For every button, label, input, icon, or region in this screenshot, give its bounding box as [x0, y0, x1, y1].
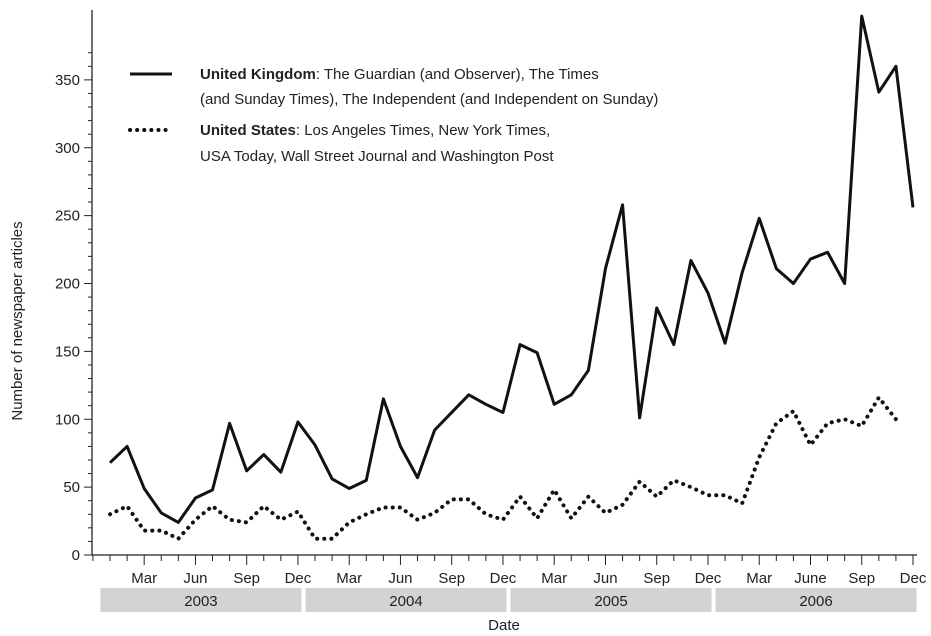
x-tick-label: Jun [388, 570, 412, 587]
year-bands: 2003 2004 2005 2006 [100, 588, 917, 612]
x-tick-label: Sep [643, 570, 670, 587]
x-tick-label: Sep [848, 570, 875, 587]
x-tick-label: Mar [336, 570, 362, 587]
x-axis-title: Date [488, 617, 520, 634]
x-tick-label: Dec [285, 570, 312, 587]
x-axis: Mar Jun Sep Dec Mar Jun Sep Dec Mar Jun Sep Dec Mar J… [92, 554, 927, 587]
x-tick-label: Jun [593, 570, 617, 587]
y-tick-label: 200 [55, 276, 80, 293]
series-lines [108, 14, 915, 541]
y-tick-label: 100 [55, 411, 80, 428]
year-band [100, 588, 302, 612]
x-tick-label: Sep [438, 570, 465, 587]
year-band [305, 588, 507, 612]
y-tick-label: 350 [55, 72, 80, 89]
year-band [715, 588, 917, 612]
y-tick-label: 150 [55, 343, 80, 360]
legend-entry: United States: Los Angeles Times, New Yo… [200, 122, 550, 139]
legend-entry-line2: (and Sunday Times), The Independent (and… [200, 91, 658, 108]
y-axis: 0 50 100 150 200 250 300 350 [55, 10, 93, 564]
legend: United Kingdom: The Guardian (and Observ… [128, 66, 658, 165]
x-tick-label: Sep [233, 570, 260, 587]
y-tick-label: 300 [55, 140, 80, 157]
x-tick-label: Mar [541, 570, 567, 587]
x-tick-label: Dec [490, 570, 517, 587]
year-label: 2003 [184, 593, 217, 610]
x-tick-label: June [794, 570, 827, 587]
legend-series-sources: : Los Angeles Times, New York Times, [296, 122, 550, 139]
year-band [510, 588, 712, 612]
us-series-line [108, 395, 898, 541]
year-label: 2004 [389, 593, 422, 610]
legend-series-sources: : The Guardian (and Observer), The Times [316, 66, 599, 83]
legend-series-name: United Kingdom [200, 66, 316, 83]
x-tick-label: Mar [131, 570, 157, 587]
x-tick-label: Dec [900, 570, 927, 587]
y-tick-label: 50 [63, 479, 80, 496]
y-tick-label: 0 [72, 547, 80, 564]
y-axis-title: Number of newspaper articles [9, 221, 26, 420]
legend-series-name: United States [200, 122, 296, 139]
x-tick-label: Mar [746, 570, 772, 587]
year-label: 2006 [799, 593, 832, 610]
year-label: 2005 [594, 593, 627, 610]
uk-series-line [108, 14, 915, 524]
legend-entry-line2: USA Today, Wall Street Journal and Washi… [200, 148, 554, 165]
x-tick-label: Jun [183, 570, 207, 587]
y-tick-label: 250 [55, 208, 80, 225]
legend-entry: United Kingdom: The Guardian (and Observ… [200, 66, 599, 83]
x-tick-label: Dec [695, 570, 722, 587]
